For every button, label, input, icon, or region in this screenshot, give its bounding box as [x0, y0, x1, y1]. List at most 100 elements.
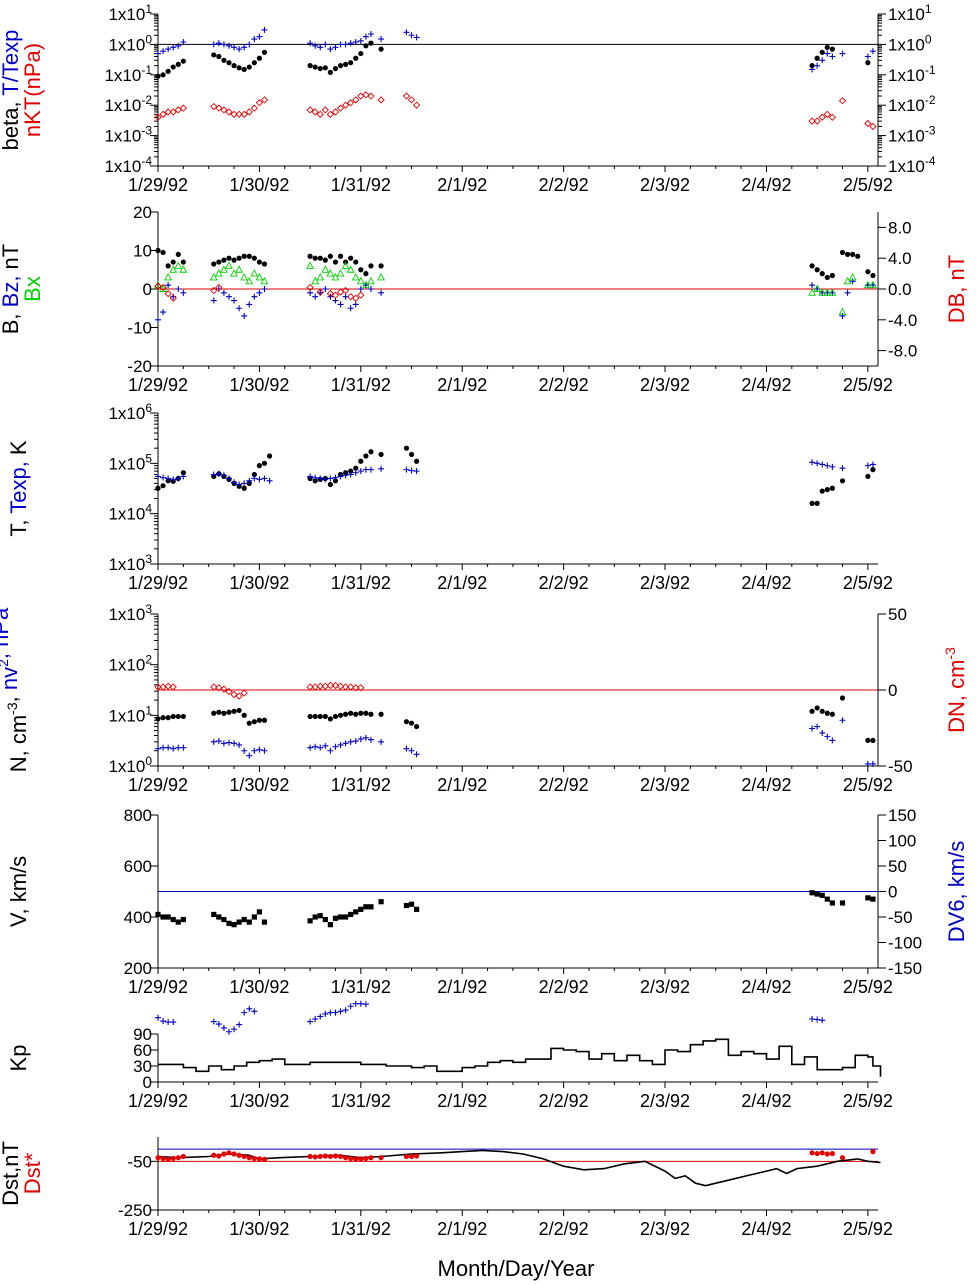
data-point [220, 106, 228, 114]
x-tick-label: 2/5/92 [843, 375, 893, 395]
data-point [855, 253, 861, 259]
y-tick-label: 1x100 [108, 754, 152, 776]
data-point [337, 41, 344, 48]
data-point [170, 64, 176, 70]
data-point [215, 104, 223, 112]
data-point [341, 101, 350, 109]
data-point [169, 108, 177, 116]
panel-7: 1/29/92 1/30/92 1/31/92 2/1/92 2/2/92 2/3/92 2… [0, 1137, 893, 1239]
data-point [814, 500, 820, 506]
data-point [175, 919, 181, 925]
data-point [829, 272, 835, 279]
data-point [170, 713, 176, 720]
y-tick-label: 1x101 [108, 2, 152, 24]
data-point [231, 479, 238, 486]
data-point [331, 291, 340, 299]
data-point [809, 1150, 815, 1156]
data-point [813, 117, 821, 125]
data-point [241, 44, 248, 51]
data-point [362, 466, 369, 473]
panel-4: 1/29/92 1/30/92 1/31/92 2/1/92 2/2/92 2/3/92 2… [0, 602, 969, 795]
data-point [869, 122, 877, 131]
data-point [413, 723, 420, 730]
data-point [823, 110, 831, 118]
data-point [246, 301, 253, 308]
x-tick-label: 1/29/92 [128, 375, 188, 395]
data-point [348, 468, 354, 474]
data-point [829, 485, 835, 491]
data-point [818, 113, 826, 121]
data-point [180, 259, 186, 265]
data-point [225, 687, 233, 696]
data-point [160, 744, 167, 751]
data-point [347, 305, 354, 312]
data-point [220, 1024, 227, 1031]
y-tick-label: 1x101 [108, 703, 152, 725]
data-point [348, 1155, 354, 1162]
data-point [155, 316, 161, 323]
x-tick-label: 2/1/92 [437, 977, 487, 997]
y-axis-label-part: N, cm [6, 715, 31, 772]
data-point [165, 282, 172, 289]
data-point [312, 914, 318, 920]
data-point [317, 255, 323, 261]
data-point [219, 265, 228, 273]
data-point [332, 1153, 339, 1159]
data-point [321, 265, 330, 273]
data-point [317, 1153, 323, 1160]
y-axis-label: T, Texp, K [6, 440, 31, 537]
y-tick-label: 60 [133, 1041, 152, 1060]
data-point [378, 711, 384, 717]
data-point [341, 261, 350, 269]
x-tick-label: 1/29/92 [128, 1091, 188, 1111]
data-point [352, 684, 360, 692]
data-point [869, 48, 876, 55]
y-tick-label: -10 [127, 319, 152, 338]
data-point [870, 467, 876, 473]
x-tick-label: 2/1/92 [437, 175, 487, 195]
data-point [241, 1009, 248, 1016]
data-point [165, 1156, 171, 1162]
y-axis-label-part: K [6, 440, 31, 455]
data-point [316, 288, 324, 296]
y-tick-label: 0 [143, 280, 152, 299]
data-point [829, 53, 836, 60]
data-point [351, 272, 360, 281]
data-point [210, 1018, 217, 1025]
data-point [251, 1155, 257, 1162]
data-point [180, 473, 187, 480]
data-point [865, 895, 871, 901]
data-point [362, 91, 370, 99]
x-tick-label: 2/1/92 [437, 1219, 487, 1239]
data-point [251, 293, 258, 300]
data-point [357, 684, 365, 692]
data-point [824, 462, 831, 469]
data-point [829, 900, 835, 906]
data-point [245, 108, 253, 116]
data-point [179, 265, 188, 273]
data-point [332, 65, 339, 72]
data-point [814, 267, 820, 273]
y-tick-label: -250 [118, 1201, 152, 1220]
x-tick-label: 1/30/92 [229, 175, 289, 195]
data-point [357, 468, 364, 475]
data-point [402, 92, 411, 100]
x-tick-label: 1/31/92 [331, 175, 391, 195]
y-tick-label: 1x100 [108, 32, 152, 54]
y-axis-label-part: nv [0, 667, 22, 690]
data-point [357, 291, 365, 299]
data-point [165, 744, 172, 751]
data-point [160, 72, 166, 78]
data-point [357, 1000, 364, 1007]
data-point [240, 110, 248, 118]
data-point [251, 36, 258, 43]
x-tick-label: 2/4/92 [741, 1091, 791, 1111]
data-point [863, 280, 872, 289]
y-right-tick-label: 50 [888, 857, 907, 876]
data-point [814, 705, 820, 711]
data-point [353, 909, 359, 915]
data-point [322, 257, 328, 263]
data-point [322, 713, 328, 720]
y-tick-label: 1x102 [108, 653, 152, 675]
data-point [412, 101, 421, 109]
